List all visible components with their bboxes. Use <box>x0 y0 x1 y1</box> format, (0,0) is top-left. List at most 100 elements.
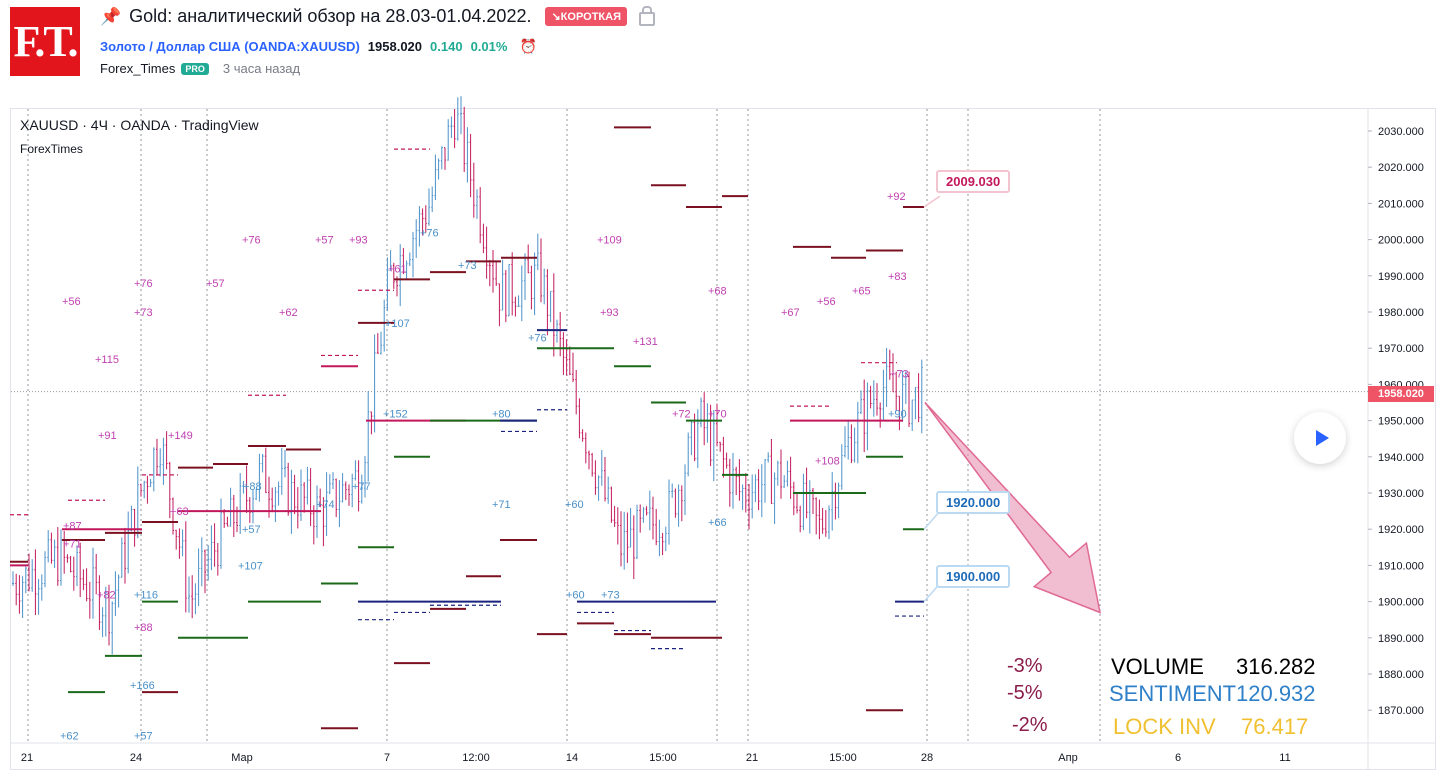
candle-annotation: +116 <box>134 589 158 601</box>
candle-annotation: +77 <box>352 481 371 493</box>
candle-annotation: +166 <box>130 680 155 692</box>
x-tick-label: 24 <box>130 752 142 764</box>
candle-annotation: +152 <box>383 408 408 420</box>
candle-annotation: +72 <box>672 408 691 420</box>
callout-1900: 1900.000 <box>936 565 1011 588</box>
pin-icon: 📌 <box>100 6 122 26</box>
x-tick-label: 12:00 <box>462 752 490 764</box>
x-tick-label: 15:00 <box>649 752 677 764</box>
chart-symbol-label: XAUUSD · 4Ч · OANDA · TradingView <box>20 117 259 133</box>
symbol-link[interactable]: Золото / Доллар США (OANDA:XAUUSD) <box>100 39 360 54</box>
y-tick-label: 1970.000 <box>1378 343 1424 355</box>
candle-annotation: +73 <box>890 369 909 381</box>
sentiment-label: SENTIMENT <box>1109 681 1237 706</box>
candle-annotation: +76 <box>134 278 153 290</box>
candle-annotation: +107 <box>238 560 263 572</box>
callout-connector <box>923 195 941 208</box>
callout-1920: 1920.000 <box>936 491 1011 514</box>
title-row: 📌 Gold: аналитический обзор на 28.03-01.… <box>100 6 655 27</box>
candle-annotation: +73 <box>601 589 620 601</box>
lock-icon <box>639 6 655 26</box>
x-tick-label: 6 <box>1175 752 1181 764</box>
x-tick-label: 14 <box>566 752 578 764</box>
x-tick-label: 28 <box>921 752 933 764</box>
ft-logo[interactable]: F.T. <box>10 7 80 76</box>
candle-annotation: +56 <box>62 296 81 308</box>
symbol-change: 0.140 <box>430 39 463 54</box>
candle-annotation: +70 <box>708 408 727 420</box>
y-tick-label: 1930.000 <box>1378 488 1424 500</box>
x-tick-label: 7 <box>384 752 390 764</box>
candle-annotation: +68 <box>708 285 727 297</box>
candle-annotation: +73 <box>458 260 477 272</box>
candle-annotation: +62 <box>60 731 79 743</box>
play-icon <box>1315 430 1329 446</box>
candle-annotation: +71 <box>63 539 82 551</box>
lock-label: LOCK INV <box>1113 714 1216 739</box>
callout-connector <box>923 510 941 530</box>
x-tick-label: Апр <box>1058 752 1077 764</box>
candle-annotation: +87 <box>63 521 82 533</box>
x-tick-label: 21 <box>21 752 33 764</box>
candle-annotation: +115 <box>95 354 119 366</box>
y-tick-label: 1880.000 <box>1378 669 1424 681</box>
play-button[interactable] <box>1294 412 1346 464</box>
candle-annotation: +74 <box>316 499 335 511</box>
candle-annotation: +56 <box>817 296 836 308</box>
idea-title: Gold: аналитический обзор на 28.03-01.04… <box>129 6 532 26</box>
candle-annotation: +60 <box>565 499 584 511</box>
x-tick-label: 21 <box>746 752 758 764</box>
sentiment-value: 120.932 <box>1236 681 1316 706</box>
candle-annotation: +61 <box>388 264 407 276</box>
y-tick-label: 1940.000 <box>1378 452 1424 464</box>
candle-annotation: +108 <box>815 455 840 467</box>
candle-annotation: +63 <box>170 506 189 518</box>
y-tick-label: 1950.000 <box>1378 416 1424 428</box>
y-tick-label: 2010.000 <box>1378 198 1424 210</box>
y-tick-label: 2000.000 <box>1378 235 1424 247</box>
short-badge: ↘КОРОТКАЯ <box>545 7 627 26</box>
y-tick-label: 1900.000 <box>1378 597 1424 609</box>
callout-2009: 2009.030 <box>936 170 1011 193</box>
candle-annotation: +131 <box>633 336 658 348</box>
author-name[interactable]: Forex_Times <box>100 61 176 76</box>
y-tick-label: 2020.000 <box>1378 162 1424 174</box>
candle-annotation: +82 <box>97 589 116 601</box>
candle-annotation: +80 <box>492 408 511 420</box>
x-tick-label: 11 <box>1279 752 1290 764</box>
candle-annotation: +62 <box>279 307 298 319</box>
chart-sub-label: ForexTimes <box>20 142 83 156</box>
candle-annotation: +93 <box>349 235 368 247</box>
candle-annotation: +90 <box>888 408 907 420</box>
pct-1: -3% <box>1007 655 1043 677</box>
y-tick-label: 1980.000 <box>1378 307 1424 319</box>
y-tick-label: 1920.000 <box>1378 524 1424 536</box>
y-tick-label: 1990.000 <box>1378 271 1424 283</box>
symbol-row: Золото / Доллар США (OANDA:XAUUSD) 1958.… <box>100 38 537 55</box>
symbol-price: 1958.020 <box>367 39 423 54</box>
candle-annotation: +67 <box>781 307 800 319</box>
candle-annotation: +107 <box>385 318 410 330</box>
pro-badge: PRO <box>181 62 209 75</box>
candle-annotation: +92 <box>887 191 906 203</box>
y-tick-label: 1890.000 <box>1378 633 1424 645</box>
candle-annotation: +93 <box>600 307 619 319</box>
candle-annotation: +57 <box>242 524 261 536</box>
logo-text: F.T. <box>13 17 79 66</box>
current-price-tag: 1958.020 <box>1368 386 1434 402</box>
candle-annotation: +57 <box>315 235 334 247</box>
candle-annotation: +76 <box>242 235 261 247</box>
alarm-clock-icon[interactable]: ⏰ <box>519 38 537 54</box>
pct-3: -2% <box>1012 714 1048 736</box>
candle-annotation: +66 <box>708 517 727 529</box>
candle-annotation: +60 <box>566 589 585 601</box>
candle-annotation: +71 <box>492 499 511 511</box>
chart-frame[interactable] <box>10 108 1436 770</box>
symbol-change-pct: 0.01% <box>470 39 508 54</box>
candle-annotation: +88 <box>134 622 153 634</box>
candle-annotation: +65 <box>852 285 871 297</box>
x-tick-label: 15:00 <box>829 752 857 764</box>
candle-annotation: +91 <box>98 430 117 442</box>
candle-annotation: +83 <box>888 271 907 283</box>
